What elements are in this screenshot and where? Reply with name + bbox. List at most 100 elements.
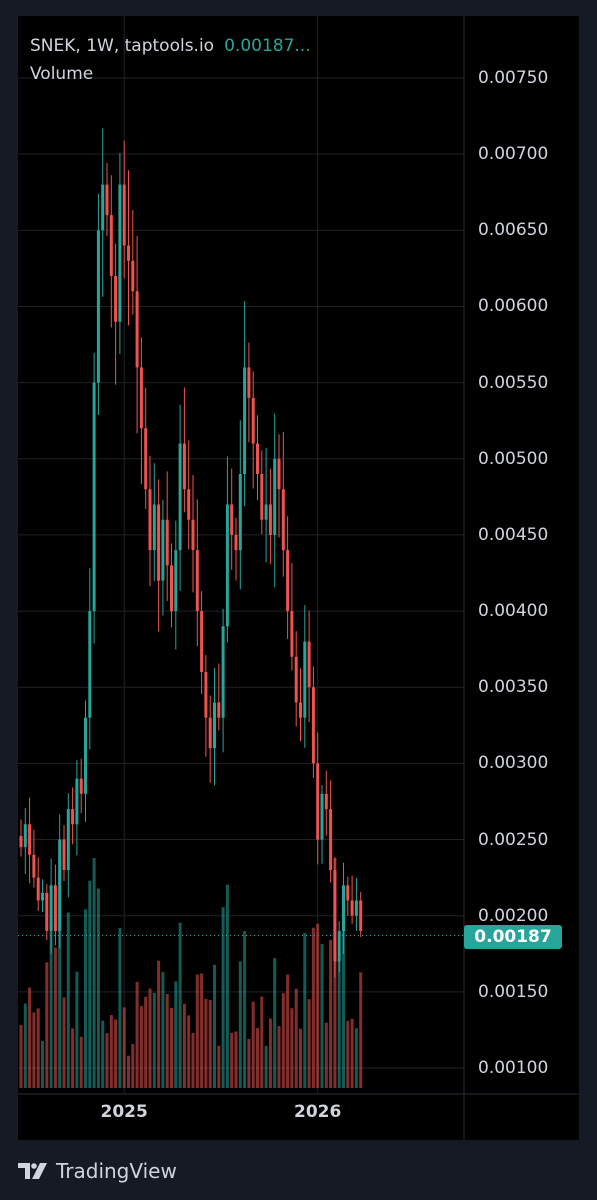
volume-bar <box>320 944 324 1088</box>
volume-bar <box>109 1015 113 1088</box>
candle-body <box>337 930 341 962</box>
volume-bar <box>247 1038 251 1088</box>
volume-bar <box>178 922 182 1088</box>
candle-body <box>66 809 70 870</box>
volume-bar <box>36 1008 40 1088</box>
candle-body <box>294 656 298 703</box>
candle-body <box>101 184 105 231</box>
volume-bar <box>28 987 32 1088</box>
candle-body <box>208 717 212 749</box>
volume-bar <box>174 981 178 1088</box>
volume-bar <box>101 1020 105 1088</box>
volume-bar <box>182 1003 186 1088</box>
candle-body <box>122 184 126 246</box>
candle-body <box>307 641 311 688</box>
candle-body <box>127 245 130 261</box>
volume-bar <box>204 998 208 1088</box>
candle-body <box>251 397 255 444</box>
candle-body <box>49 885 53 931</box>
y-tick-label: 0.00550 <box>478 372 549 393</box>
candle-body <box>281 489 285 551</box>
candle-body <box>234 534 238 551</box>
candle-body <box>247 367 251 398</box>
volume-bar <box>311 927 315 1088</box>
candle-body <box>152 504 156 551</box>
candle-body <box>174 550 178 612</box>
candle-body <box>324 793 328 810</box>
candle-body <box>264 504 268 520</box>
candle-body <box>19 835 23 848</box>
candle-body <box>157 504 161 581</box>
volume-bar <box>96 888 100 1088</box>
candle-body <box>109 215 113 276</box>
candle-body <box>28 824 32 855</box>
volume-bar <box>88 880 92 1088</box>
candle-body <box>273 458 277 535</box>
candlestick-plot[interactable] <box>18 16 579 1140</box>
volume-bar <box>329 939 333 1088</box>
volume-label: Volume <box>30 64 94 84</box>
candle-body <box>230 504 234 535</box>
y-tick-label: 0.00300 <box>478 753 549 774</box>
volume-bar <box>234 1031 238 1088</box>
candle-body <box>165 519 169 566</box>
volume-bar <box>213 964 216 1088</box>
volume-bar <box>350 1018 354 1088</box>
volume-bar <box>71 1028 75 1088</box>
chart-legend-title: SNEK, 1W, taptools.io 0.00187... <box>30 36 311 56</box>
candle-body <box>221 626 225 718</box>
symbol-label: SNEK, 1W, taptools.io <box>30 36 215 56</box>
candle-body <box>195 550 199 612</box>
volume-bar <box>230 1032 234 1088</box>
volume-bar <box>122 1007 126 1088</box>
volume-bar <box>346 1020 350 1088</box>
candle-body <box>191 519 195 551</box>
volume-bar <box>303 932 307 1088</box>
candle-body <box>114 276 118 322</box>
volume-bar <box>299 1028 302 1088</box>
volume-bar <box>324 1022 328 1088</box>
candle-body <box>238 474 242 551</box>
candle-body <box>342 885 345 931</box>
volume-bar <box>256 1028 259 1088</box>
y-tick-label: 0.00200 <box>478 905 549 926</box>
candle-body <box>23 824 27 848</box>
volume-bar <box>277 1026 281 1088</box>
candle-body <box>311 687 315 764</box>
volume-bar <box>281 993 285 1088</box>
volume-bar <box>53 947 57 1088</box>
volume-bar <box>62 997 66 1088</box>
candle-body <box>118 184 122 322</box>
volume-bar <box>195 974 199 1088</box>
volume-bar <box>243 931 247 1088</box>
y-tick-label: 0.00400 <box>478 601 549 622</box>
candle-body <box>350 900 354 916</box>
tradingview-footer[interactable]: TradingView <box>18 1158 177 1184</box>
volume-bar <box>273 958 277 1088</box>
candle-body <box>200 611 204 672</box>
tradingview-brand: TradingView <box>56 1159 177 1183</box>
x-tick-label: 2025 <box>100 1102 148 1122</box>
candle-body <box>182 443 186 490</box>
volume-bar <box>41 1040 44 1088</box>
last-price-badge: 0.00187 <box>464 925 562 949</box>
volume-bar <box>333 858 337 1088</box>
volume-bar <box>342 909 345 1088</box>
candle-body <box>92 382 96 612</box>
volume-bar <box>161 972 165 1088</box>
y-tick-label: 0.00150 <box>478 981 549 1002</box>
volume-bar <box>84 909 87 1088</box>
volume-bar <box>191 1032 195 1088</box>
volume-bar <box>131 1044 135 1088</box>
candle-body <box>178 443 182 551</box>
candle-body <box>187 489 191 520</box>
volume-bar <box>139 1006 143 1088</box>
y-tick-label: 0.00250 <box>478 829 549 850</box>
candle-body <box>79 778 83 794</box>
candle-body <box>217 702 221 718</box>
candle-body <box>243 367 247 474</box>
volume-bar <box>66 912 70 1088</box>
chart-panel[interactable]: SNEK, 1W, taptools.io 0.00187... Volume 0… <box>18 16 579 1140</box>
legend-price: 0.00187... <box>224 36 311 56</box>
candle-body <box>32 854 36 878</box>
